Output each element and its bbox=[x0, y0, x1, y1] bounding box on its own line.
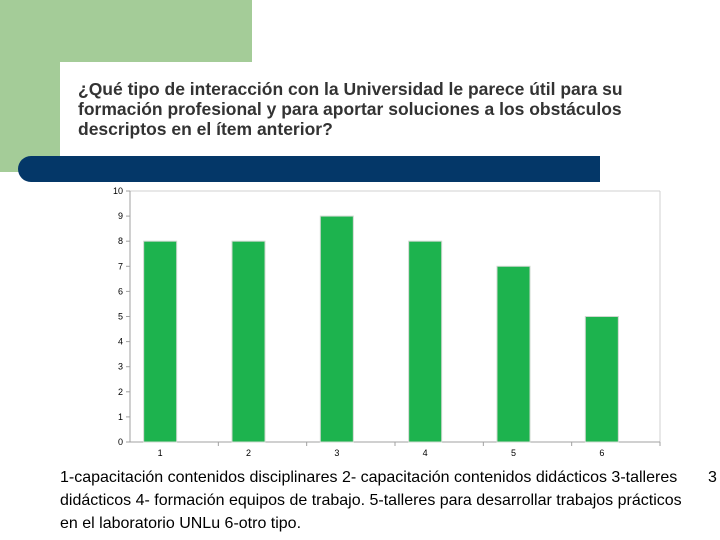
chart-bars bbox=[143, 215, 619, 443]
y-tick-label: 1 bbox=[118, 412, 123, 422]
x-tick-labels: 1 2 3 4 5 6 bbox=[158, 448, 605, 458]
bar-2 bbox=[231, 240, 266, 443]
decorative-navy-bar bbox=[18, 156, 600, 182]
y-tick-label: 4 bbox=[118, 337, 123, 347]
bar-chart: 0 1 2 3 4 5 6 7 8 9 10 1 2 3 4 5 6 bbox=[113, 186, 661, 458]
y-tick-label: 8 bbox=[118, 236, 123, 246]
y-tick-label: 5 bbox=[118, 312, 123, 322]
x-tick-label: 5 bbox=[511, 448, 516, 458]
y-tick-label: 0 bbox=[118, 437, 123, 447]
y-tick-label: 7 bbox=[118, 261, 123, 271]
x-tick-label: 3 bbox=[334, 448, 339, 458]
y-tick-label: 3 bbox=[118, 362, 123, 372]
bar-1 bbox=[143, 240, 178, 443]
x-tick-label: 2 bbox=[246, 448, 251, 458]
chart-caption: 1-capacitación contenidos disciplinares … bbox=[60, 469, 682, 532]
slide-title: ¿Qué tipo de interacción con la Universi… bbox=[78, 79, 623, 139]
bar-5 bbox=[496, 265, 531, 443]
y-tick-label: 9 bbox=[118, 211, 123, 221]
bar-4 bbox=[408, 240, 443, 443]
caption-overflow-text: 3 bbox=[708, 469, 717, 486]
y-tick-labels: 0 1 2 3 4 5 6 7 8 9 10 bbox=[113, 186, 123, 447]
y-tick-label: 2 bbox=[118, 387, 123, 397]
y-tick-label: 10 bbox=[113, 186, 123, 196]
y-tick-label: 6 bbox=[118, 286, 123, 296]
x-tick-label: 1 bbox=[158, 448, 163, 458]
chart-axes bbox=[126, 190, 661, 446]
x-tick-label: 4 bbox=[423, 448, 428, 458]
bar-3 bbox=[319, 215, 354, 443]
x-tick-label: 6 bbox=[599, 448, 604, 458]
bar-6 bbox=[584, 316, 619, 443]
